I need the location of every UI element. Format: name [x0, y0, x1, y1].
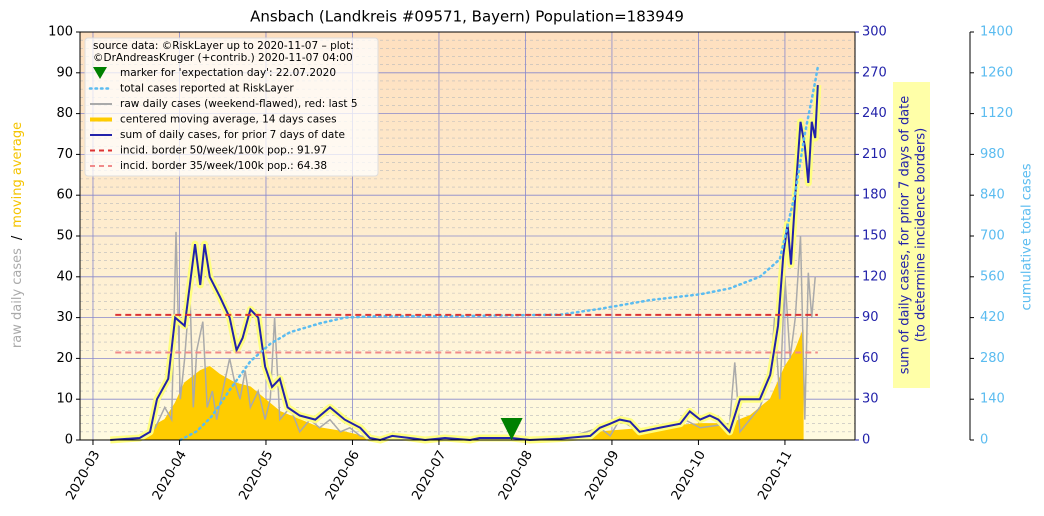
- y-tick-label: 0: [65, 433, 73, 448]
- y2-tick-label: 90: [862, 310, 879, 325]
- y-tick-label: 30: [56, 310, 73, 325]
- y2-tick-label: 300: [862, 25, 887, 40]
- legend-label: total cases reported at RiskLayer: [120, 83, 294, 95]
- x-tick-label: 2020-11: [755, 448, 795, 503]
- y3-tick-label: 840: [980, 188, 1005, 203]
- y3-label: cumulative total cases: [1020, 163, 1035, 310]
- y2-tick-label: 270: [862, 65, 887, 80]
- y-label-part: moving average: [10, 122, 25, 228]
- x-tick-label: 2020-03: [63, 448, 103, 503]
- legend-box: [84, 37, 379, 177]
- y2-tick-label: 0: [862, 433, 870, 448]
- y3-tick-label: 0: [980, 433, 988, 448]
- legend-swatch: [93, 67, 107, 79]
- x-tick-label: 2020-04: [150, 448, 190, 503]
- x-tick-label: 2020-10: [669, 448, 709, 503]
- x-tick-label: 2020-07: [409, 448, 449, 503]
- expectation-marker: [500, 418, 523, 440]
- y2-tick-label: 210: [862, 147, 887, 162]
- legend-label: sum of daily cases, for prior 7 days of …: [120, 129, 345, 141]
- x-tick-label: 2020-06: [323, 448, 363, 503]
- y-tick-label: 50: [56, 229, 73, 244]
- y2-label-box: [893, 82, 930, 388]
- y3-tick-label: 420: [980, 310, 1005, 325]
- y-tick-label: 20: [56, 351, 73, 366]
- y-tick-label: 10: [56, 392, 73, 407]
- y2-label: sum of daily cases, for prior 7 days of …: [898, 96, 913, 375]
- x-tick-label: 2020-05: [236, 448, 276, 503]
- y3-tick-label: 980: [980, 147, 1005, 162]
- y2-tick-label: 180: [862, 188, 887, 203]
- chart-title: Ansbach (Landkreis #09571, Bayern) Popul…: [250, 8, 684, 26]
- y3-tick-label: 140: [980, 392, 1005, 407]
- legend-header: source data: ©RiskLayer up to 2020-11-07…: [93, 40, 354, 52]
- y3-tick-label: 1400: [980, 25, 1013, 40]
- legend-header: ©DrAndreasKruger (+contrib.) 2020-11-07 …: [93, 52, 353, 64]
- x-tick-label: 2020-09: [582, 448, 622, 503]
- y2-tick-label: 60: [862, 351, 879, 366]
- y2-tick-label: 150: [862, 229, 887, 244]
- y-label-part: /: [10, 235, 25, 240]
- y2-tick-label: 240: [862, 106, 887, 121]
- y-tick-label: 90: [56, 65, 73, 80]
- legend-label: incid. border 50/week/100k pop.: 91.97: [120, 145, 327, 157]
- x-tick-label: 2020-08: [496, 448, 536, 503]
- y3-tick-label: 280: [980, 351, 1005, 366]
- y3-tick-label: 700: [980, 229, 1005, 244]
- legend-label: marker for 'expectation day': 22.07.2020: [120, 67, 336, 79]
- y-tick-label: 80: [56, 106, 73, 121]
- y2-label: (to determine incidence borders): [914, 128, 929, 343]
- y-label: raw daily cases / moving average: [10, 122, 25, 348]
- legend-label: raw daily cases (weekend-flawed), red: l…: [120, 98, 358, 110]
- y-tick-label: 70: [56, 147, 73, 162]
- legend-label: incid. border 35/week/100k pop.: 64.38: [120, 160, 327, 172]
- y-tick-label: 60: [56, 188, 73, 203]
- y2-tick-label: 120: [862, 269, 887, 284]
- y2-tick-label: 30: [862, 392, 879, 407]
- y3-tick-label: 1120: [980, 106, 1013, 121]
- legend-label: centered moving average, 14 days cases: [120, 114, 337, 126]
- y-label-part: raw daily cases: [10, 248, 25, 348]
- y3-tick-label: 1260: [980, 65, 1013, 80]
- total-cases-line: [179, 65, 820, 442]
- y-tick-label: 40: [56, 269, 73, 284]
- y3-tick-label: 560: [980, 269, 1005, 284]
- y-tick-label: 100: [48, 25, 73, 40]
